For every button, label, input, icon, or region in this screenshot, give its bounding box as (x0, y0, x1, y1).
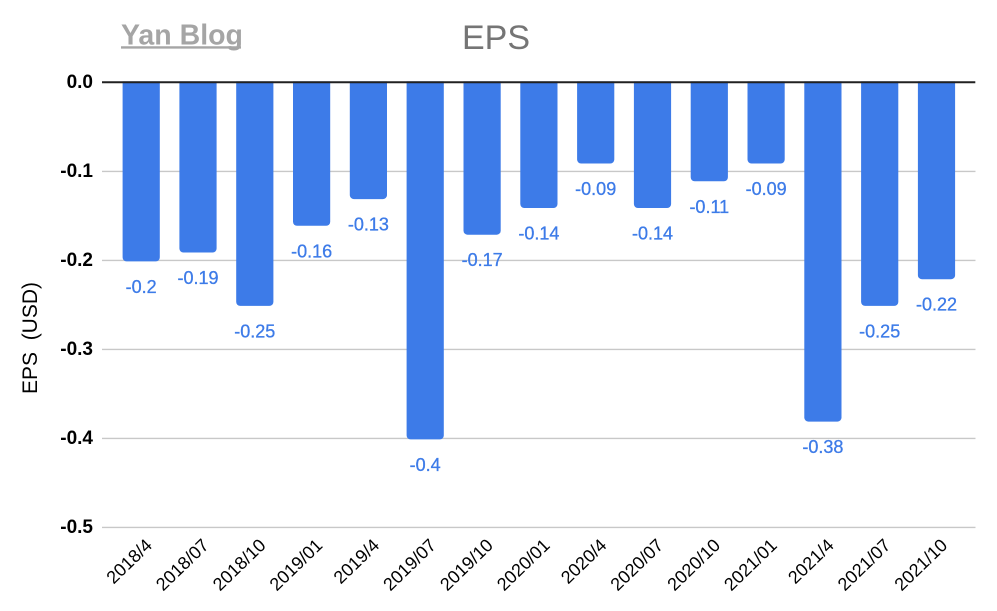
svg-text:EPS (USD): EPS (USD) (19, 282, 42, 394)
svg-text:-0.38: -0.38 (802, 437, 843, 457)
svg-text:-0.2: -0.2 (60, 250, 93, 271)
svg-text:-0.3: -0.3 (60, 339, 93, 360)
svg-text:-0.22: -0.22 (916, 295, 957, 315)
svg-text:-0.13: -0.13 (348, 215, 389, 235)
svg-text:-0.1: -0.1 (60, 161, 93, 182)
svg-text:-0.14: -0.14 (518, 224, 559, 244)
svg-text:-0.11: -0.11 (689, 197, 729, 217)
svg-text:-0.4: -0.4 (410, 455, 441, 475)
svg-text:Yan Blog: Yan Blog (121, 20, 243, 52)
svg-text:-0.19: -0.19 (177, 268, 218, 288)
svg-text:-0.09: -0.09 (746, 179, 787, 199)
svg-text:-0.25: -0.25 (234, 321, 275, 341)
svg-text:-0.25: -0.25 (859, 321, 900, 341)
svg-text:-0.16: -0.16 (291, 241, 332, 261)
svg-text:-0.2: -0.2 (126, 277, 157, 297)
svg-text:0.0: 0.0 (67, 72, 93, 93)
svg-text:-0.4: -0.4 (60, 428, 93, 449)
svg-text:-0.14: -0.14 (632, 224, 673, 244)
svg-text:-0.17: -0.17 (462, 250, 503, 270)
svg-text:-0.09: -0.09 (575, 179, 616, 199)
svg-text:-0.5: -0.5 (60, 517, 93, 538)
svg-text:EPS: EPS (462, 19, 530, 57)
